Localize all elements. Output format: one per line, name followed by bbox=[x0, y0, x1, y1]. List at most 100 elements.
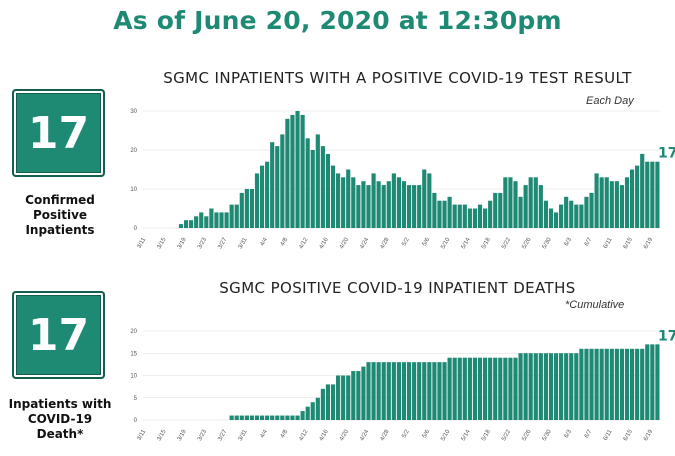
x-tick-label: 4/12 bbox=[298, 236, 309, 250]
bar bbox=[508, 357, 513, 420]
bar bbox=[624, 348, 630, 420]
bar bbox=[559, 204, 564, 228]
bar bbox=[204, 216, 209, 228]
bar bbox=[614, 181, 619, 228]
bar bbox=[574, 353, 579, 420]
bar bbox=[538, 353, 543, 420]
x-tick-label: 6/3 bbox=[564, 236, 574, 247]
x-tick-label: 4/4 bbox=[260, 428, 270, 439]
bar bbox=[265, 161, 270, 228]
x-tick-label: 3/11 bbox=[136, 236, 147, 249]
badge-label-line: COVID-19 bbox=[27, 412, 93, 426]
bar bbox=[574, 204, 579, 228]
bar bbox=[341, 177, 346, 228]
x-tick-label: 3/31 bbox=[238, 236, 249, 250]
x-tick-label: 4/24 bbox=[359, 236, 370, 250]
deaths-chart-title: SGMC POSITIVE COVID-19 INPATIENT DEATHS bbox=[219, 279, 576, 297]
bar bbox=[488, 357, 493, 420]
bar bbox=[295, 111, 300, 228]
x-tick-label: 5/22 bbox=[501, 428, 512, 442]
bar bbox=[391, 362, 396, 420]
inpatients-chart-title: SGMC INPATIENTS WITH A POSITIVE COVID-19… bbox=[163, 69, 632, 87]
bar bbox=[604, 177, 609, 228]
x-tick-label: 3/19 bbox=[177, 428, 188, 442]
badge-label-line: Inpatients bbox=[25, 223, 95, 237]
y-tick-label: 20 bbox=[130, 148, 137, 154]
bar bbox=[498, 357, 503, 420]
bar bbox=[183, 220, 189, 228]
bar bbox=[300, 411, 305, 420]
bar bbox=[457, 204, 462, 228]
x-tick-label: 5/2 bbox=[401, 428, 411, 439]
bar bbox=[361, 181, 366, 228]
bar bbox=[381, 185, 386, 228]
bar bbox=[320, 146, 325, 228]
bar bbox=[650, 344, 655, 420]
bar bbox=[244, 189, 249, 228]
y-tick-label: 0 bbox=[134, 226, 138, 232]
bar bbox=[214, 212, 219, 228]
bar bbox=[482, 208, 488, 228]
bar bbox=[189, 220, 194, 228]
bar bbox=[275, 146, 280, 228]
bar bbox=[325, 384, 331, 420]
bar bbox=[346, 375, 351, 420]
bar bbox=[361, 366, 366, 420]
bar bbox=[447, 357, 452, 420]
bar bbox=[315, 134, 320, 228]
bar bbox=[599, 177, 604, 228]
bar bbox=[381, 362, 386, 420]
bar bbox=[462, 357, 467, 420]
bar bbox=[594, 348, 599, 420]
bar bbox=[442, 200, 447, 228]
bar bbox=[275, 415, 280, 420]
bar bbox=[645, 344, 650, 420]
bar bbox=[194, 216, 199, 228]
bar bbox=[543, 200, 548, 228]
bar bbox=[629, 169, 635, 228]
x-tick-label: 3/15 bbox=[157, 428, 168, 442]
x-tick-label: 6/19 bbox=[643, 236, 654, 250]
bar bbox=[310, 150, 315, 228]
y-tick-label: 30 bbox=[130, 109, 137, 115]
x-tick-label: 5/6 bbox=[422, 236, 432, 247]
bar bbox=[427, 173, 432, 228]
y-tick-label: 15 bbox=[130, 351, 137, 357]
bar bbox=[422, 362, 427, 420]
x-tick-label: 5/14 bbox=[461, 236, 472, 250]
bar bbox=[356, 371, 361, 420]
bar bbox=[452, 204, 457, 228]
y-tick-label: 20 bbox=[130, 329, 137, 335]
x-tick-label: 3/27 bbox=[217, 236, 228, 250]
bar bbox=[584, 348, 589, 420]
bar bbox=[406, 185, 412, 228]
bar bbox=[559, 353, 564, 420]
x-tick-label: 6/7 bbox=[584, 236, 594, 247]
x-tick-label: 3/19 bbox=[177, 236, 188, 250]
badge-label-line: Confirmed bbox=[25, 193, 95, 207]
inpatients-chart-note: Each Day bbox=[586, 95, 634, 107]
bar bbox=[528, 353, 533, 420]
bar bbox=[259, 415, 265, 420]
bar bbox=[290, 415, 295, 420]
bar bbox=[609, 181, 614, 228]
x-tick-label: 6/11 bbox=[603, 236, 614, 249]
bar bbox=[589, 348, 594, 420]
bar bbox=[427, 362, 432, 420]
bar bbox=[564, 196, 569, 228]
bar bbox=[569, 200, 574, 228]
bar bbox=[376, 362, 381, 420]
bar bbox=[493, 192, 498, 228]
x-tick-label: 4/8 bbox=[280, 236, 290, 247]
deaths-bar-chart: 0 5 10 15 20 3/11 3/15 3/19 3/23 3/27 3/31 4/4 4/8 4/… bbox=[130, 328, 675, 442]
bar bbox=[604, 348, 609, 420]
bar bbox=[386, 181, 391, 228]
y-tick-label: 10 bbox=[130, 187, 137, 193]
x-tick-label: 6/3 bbox=[564, 428, 574, 439]
bar bbox=[346, 169, 351, 228]
bar bbox=[330, 165, 336, 228]
y-tick-label: 0 bbox=[134, 418, 138, 424]
bar bbox=[538, 185, 543, 228]
bar bbox=[579, 204, 584, 228]
bar bbox=[624, 177, 630, 228]
